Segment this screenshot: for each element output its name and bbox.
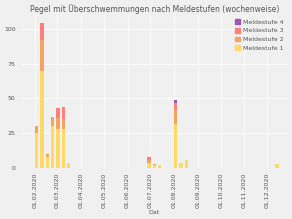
X-axis label: Dat: Dat <box>149 210 160 215</box>
Bar <box>46 157 49 168</box>
Bar <box>147 163 151 168</box>
Bar <box>62 119 65 129</box>
Bar <box>40 71 44 168</box>
Bar <box>35 126 39 133</box>
Bar <box>56 118 60 129</box>
Bar <box>51 117 54 126</box>
Bar <box>35 133 39 168</box>
Bar <box>174 100 177 103</box>
Bar <box>152 165 156 168</box>
Bar <box>185 160 188 168</box>
Bar <box>174 124 177 168</box>
Bar <box>56 108 60 118</box>
Bar <box>62 129 65 168</box>
Bar <box>51 126 54 168</box>
Bar <box>62 107 65 119</box>
Bar <box>275 164 279 168</box>
Bar <box>147 157 151 160</box>
Bar <box>179 163 183 168</box>
Bar <box>174 110 177 124</box>
Bar <box>174 103 177 110</box>
Title: Pegel mit Überschwemmungen nach Meldestufen (wochenweise): Pegel mit Überschwemmungen nach Meldestu… <box>29 4 279 14</box>
Bar <box>152 164 156 165</box>
Bar <box>67 163 70 168</box>
Bar <box>147 160 151 163</box>
Bar <box>158 165 161 168</box>
Bar <box>46 154 49 157</box>
Legend: Meldestufe 4, Meldestufe 3, Meldestufe 2, Meldestufe 1: Meldestufe 4, Meldestufe 3, Meldestufe 2… <box>234 18 285 52</box>
Bar <box>40 40 44 71</box>
Bar <box>56 129 60 168</box>
Bar <box>40 23 44 40</box>
